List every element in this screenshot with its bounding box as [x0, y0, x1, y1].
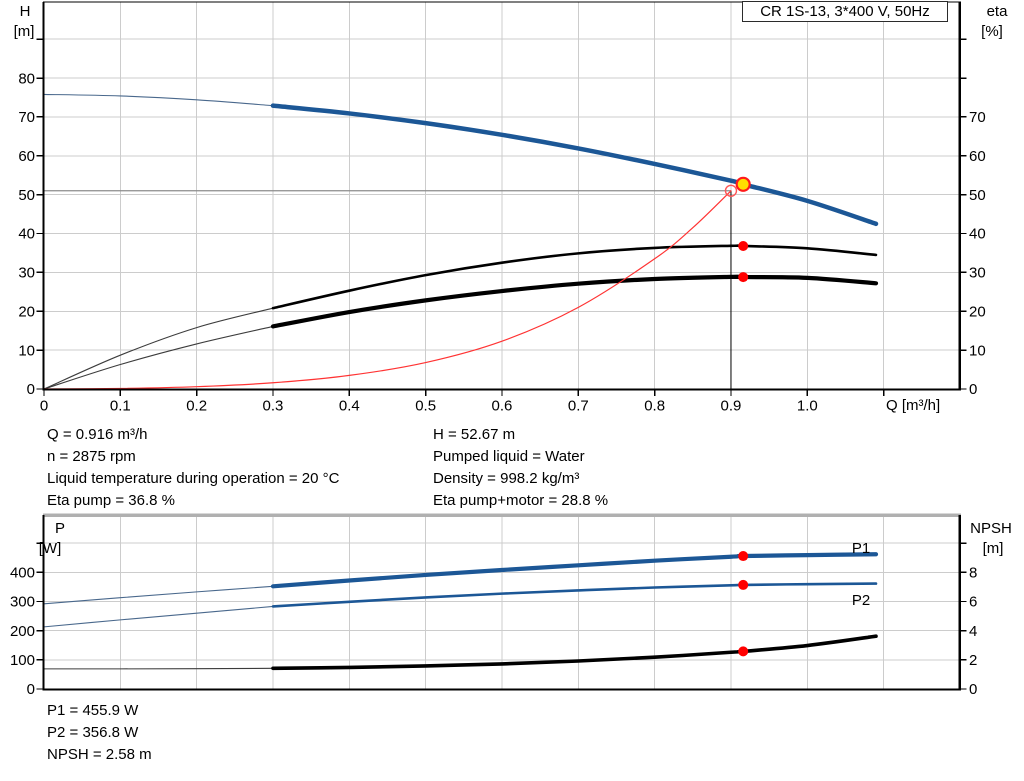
x-tick-label: 0.1	[110, 398, 131, 415]
left-tick-label: 300	[10, 594, 35, 611]
eta-axis-label: eta	[986, 3, 1008, 20]
head-curve-thin	[43, 93, 274, 107]
info-p1: P1 = 455.9 W	[47, 702, 139, 719]
left-tick-label: 40	[18, 226, 35, 243]
left-tick-label: 20	[18, 303, 35, 320]
right-tick-label: 8	[969, 565, 977, 582]
p2-series-label: P2	[852, 592, 870, 609]
left-tick-label: 10	[18, 342, 35, 359]
p1-curve-thin	[43, 585, 274, 605]
right-tick-label: 0	[969, 381, 977, 398]
right-tick-label: 70	[969, 109, 986, 126]
pump-model-label: CR 1S-13, 3*400 V, 50Hz	[760, 3, 930, 20]
x-tick-label: 0.2	[186, 398, 207, 415]
p-axis-unit: [W]	[38, 540, 62, 557]
info-q: Q = 0.916 m³/h	[47, 426, 148, 443]
eta-pump-point	[738, 240, 749, 251]
info-temp: Liquid temperature during operation = 20…	[47, 470, 340, 487]
requested-duty-point	[724, 184, 738, 197]
p-axis-label: P	[54, 520, 66, 537]
left-tick-label: 400	[10, 565, 35, 582]
h-axis-unit: [m]	[13, 23, 35, 40]
p1-point	[738, 551, 749, 562]
npsh-axis-unit: [m]	[982, 540, 1004, 557]
right-tick-label: 60	[969, 148, 986, 165]
x-tick-label: 0.6	[492, 398, 513, 415]
p2-curve	[271, 582, 878, 608]
p2-point	[738, 579, 749, 590]
x-tick-label: 0.7	[568, 398, 589, 415]
x-tick-label: 0.5	[415, 398, 436, 415]
left-tick-label: 30	[18, 265, 35, 282]
right-tick-label: 30	[969, 265, 986, 282]
operating-point-info-right: H = 52.67 m Pumped liquid = Water Densit…	[433, 424, 608, 512]
right-tick-label: 4	[969, 623, 977, 640]
info-npsh: NPSH = 2.58 m	[47, 746, 152, 763]
right-tick-label: 10	[969, 342, 986, 359]
right-tick-label: 40	[969, 226, 986, 243]
q-axis-label: Q [m³/h]	[886, 397, 941, 414]
eta-pump-curve-thin	[43, 307, 274, 390]
info-eta-total: Eta pump+motor = 28.8 %	[433, 492, 609, 509]
x-tick-label: 0.3	[263, 398, 284, 415]
eta-pump-motor-curve	[270, 274, 879, 329]
info-h: H = 52.67 m	[433, 426, 516, 443]
npsh-curve	[271, 634, 878, 671]
left-tick-label: 200	[10, 623, 35, 640]
power-npsh-info: P1 = 455.9 W P2 = 356.8 W NPSH = 2.58 m	[47, 700, 152, 766]
x-tick-label: 1.0	[797, 398, 818, 415]
eta-axis-unit: [%]	[981, 23, 1003, 40]
info-p2: P2 = 356.8 W	[47, 724, 139, 741]
right-tick-label: 20	[969, 303, 986, 320]
system-curve-curve	[43, 190, 732, 390]
p1-curve	[270, 552, 879, 589]
operating-point-info-left: Q = 0.916 m³/h n = 2875 rpm Liquid tempe…	[47, 424, 339, 512]
p2-curve-thin	[43, 605, 274, 628]
info-liquid: Pumped liquid = Water	[433, 448, 585, 465]
x-tick-label: 0.4	[339, 398, 360, 415]
eta-pump-curve	[271, 244, 878, 310]
info-eta-pump: Eta pump = 36.8 %	[47, 492, 175, 509]
left-tick-label: 70	[18, 109, 35, 126]
left-tick-label: 0	[27, 681, 35, 698]
npsh-point	[738, 646, 749, 657]
x-tick-label: 0.9	[721, 398, 742, 415]
right-tick-label: 6	[969, 594, 977, 611]
npsh-curve-thin	[43, 667, 274, 670]
info-density: Density = 998.2 kg/m³	[433, 470, 580, 487]
x-tick-label: 0	[40, 398, 48, 415]
info-n: n = 2875 rpm	[47, 448, 136, 465]
eta-pump-motor-point	[738, 272, 749, 283]
left-tick-label: 50	[18, 187, 35, 204]
right-tick-label: 2	[969, 652, 977, 669]
h-axis-label: H	[19, 3, 31, 20]
left-tick-label: 60	[18, 148, 35, 165]
p1-series-label: P1	[852, 540, 870, 557]
x-tick-label: 0.8	[644, 398, 665, 415]
right-tick-label: 50	[969, 187, 986, 204]
duty-point[interactable]	[735, 176, 751, 192]
pump-model-box: CR 1S-13, 3*400 V, 50Hz	[742, 1, 948, 22]
left-tick-label: 80	[18, 70, 35, 87]
eta-pump-motor-curve-thin	[43, 325, 274, 390]
right-tick-label: 0	[969, 681, 977, 698]
head-curve	[270, 103, 879, 227]
left-tick-label: 0	[27, 381, 35, 398]
npsh-axis-label: NPSH	[970, 520, 1012, 537]
left-tick-label: 100	[10, 652, 35, 669]
